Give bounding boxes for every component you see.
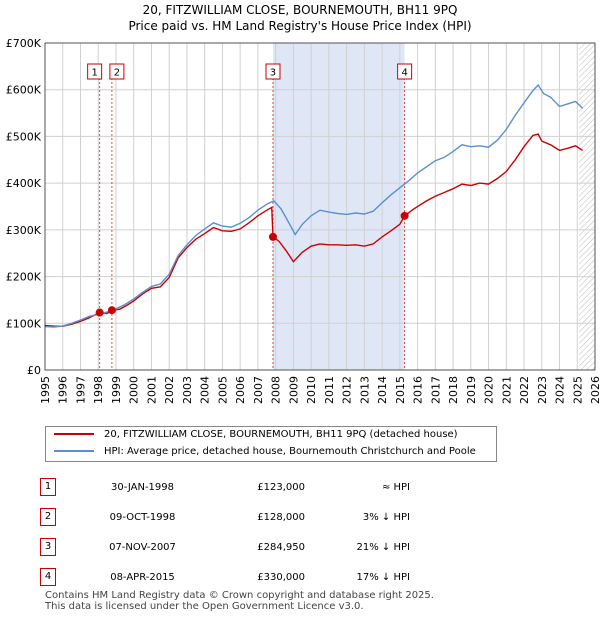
y-tick-label: £200K (6, 271, 42, 284)
sale-number-cell: 4 (40, 562, 80, 592)
sale-number: 2 (40, 508, 56, 526)
sale-price: £128,000 (257, 511, 305, 523)
sale-date: 08-APR-2015 (110, 571, 175, 583)
sale-price: £123,000 (257, 481, 305, 493)
legend: 20, FITZWILLIAM CLOSE, BOURNEMOUTH, BH11… (45, 426, 497, 462)
x-tick-label: 2018 (447, 376, 460, 404)
x-tick-label: 2002 (163, 376, 176, 404)
sale-row: 1 30-JAN-1998 £123,000 ≈ HPI (40, 472, 410, 502)
property-price-line (45, 133, 583, 328)
x-tick-label: 2008 (270, 376, 283, 404)
x-tick-label: 2023 (536, 376, 549, 404)
sales-table: 1 30-JAN-1998 £123,000 ≈ HPI 2 09-OCT-1998 £12… (40, 472, 410, 592)
sale-label-box: 2 (109, 63, 125, 80)
sale-row: 3 07-NOV-2007 £284,950 21% ↓ HPI (40, 532, 410, 562)
sale-number: 4 (40, 568, 56, 586)
chart-title: 20, FITZWILLIAM CLOSE, BOURNEMOUTH, BH11… (142, 3, 458, 17)
sale-label-box: 3 (265, 63, 281, 80)
footer: Contains HM Land Registry data © Crown c… (45, 590, 434, 612)
x-tick-label: 2005 (216, 376, 229, 404)
sale-price: £284,950 (257, 541, 305, 553)
sale-date: 07-NOV-2007 (109, 541, 176, 553)
legend-swatch-hpi (54, 450, 94, 452)
x-tick-label: 2024 (554, 376, 567, 404)
ownership-shading (272, 43, 405, 370)
sale-row: 2 09-OCT-1998 £128,000 3% ↓ HPI (40, 502, 410, 532)
x-tick-label: 2010 (305, 376, 318, 404)
x-tick-label: 2012 (341, 376, 354, 404)
legend-label-property: 20, FITZWILLIAM CLOSE, BOURNEMOUTH, BH11… (104, 429, 458, 440)
x-tick-label: 2001 (145, 376, 158, 404)
x-tick-label: 2017 (429, 376, 442, 404)
legend-item-property: 20, FITZWILLIAM CLOSE, BOURNEMOUTH, BH11… (54, 427, 458, 443)
sale-point (107, 306, 116, 315)
x-tick-label: 1996 (57, 376, 70, 404)
sale-label-box: 1 (87, 63, 103, 80)
legend-swatch-property (54, 433, 94, 435)
sale-number-cell: 1 (40, 472, 80, 502)
x-tick-label: 2014 (376, 376, 389, 404)
y-tick-label: £600K (6, 84, 42, 97)
sale-label-box: 4 (397, 63, 413, 80)
sale-label-text: 4 (401, 68, 407, 79)
y-tick-label: £300K (6, 224, 42, 237)
sale-label-text: 1 (91, 68, 97, 79)
x-tick-label: 2004 (199, 376, 212, 404)
x-tick-label: 2013 (358, 376, 371, 404)
x-tick-label: 2022 (518, 376, 531, 404)
y-tick-label: £100K (6, 317, 42, 330)
hpi-line (45, 83, 584, 328)
x-tick-label: 2011 (323, 376, 336, 404)
footer-licence: This data is licensed under the Open Gov… (45, 601, 364, 612)
x-tick-label: 2007 (252, 376, 265, 404)
sale-point (400, 211, 409, 220)
y-tick-label: £700K (6, 37, 42, 50)
sale-row: 4 08-APR-2015 £330,000 17% ↓ HPI (40, 562, 410, 592)
chart-subtitle: Price paid vs. HM Land Registry's House … (128, 19, 472, 33)
x-tick-label: 1997 (74, 376, 87, 404)
y-tick-label: £400K (6, 177, 42, 190)
x-tick-label: 2026 (589, 376, 600, 404)
sale-number: 1 (40, 478, 56, 496)
x-tick-label: 2000 (128, 376, 141, 404)
legend-label-hpi: HPI: Average price, detached house, Bour… (104, 446, 476, 457)
x-tick-label: 2006 (234, 376, 247, 404)
sale-hpi-diff: ≈ HPI (381, 481, 410, 493)
x-tick-label: 2021 (500, 376, 513, 404)
price-chart: 1 2 3 4 £0 £100K £200K £300K £400K £500K £600K £700… (6, 37, 600, 404)
sale-price: £330,000 (257, 571, 305, 583)
footer-copyright: Contains HM Land Registry data © Crown c… (45, 590, 434, 601)
sale-date: 30-JAN-1998 (110, 481, 175, 493)
sale-number: 3 (40, 538, 56, 556)
sale-label-text: 3 (270, 68, 276, 79)
x-tick-label: 2003 (181, 376, 194, 404)
plot-frame (44, 42, 596, 371)
legend-item-hpi: HPI: Average price, detached house, Bour… (54, 444, 476, 460)
x-tick-label: 1998 (92, 376, 105, 404)
sale-number-cell: 3 (40, 532, 80, 562)
sale-number-cell: 2 (40, 502, 80, 532)
sale-point (268, 232, 277, 241)
sale-hpi-diff: 3% ↓ HPI (362, 511, 410, 523)
sale-date: 09-OCT-1998 (109, 511, 176, 523)
forecast-hatch (579, 43, 595, 370)
x-tick-label: 1995 (39, 376, 52, 404)
x-tick-label: 2015 (394, 376, 407, 404)
x-tick-label: 2025 (571, 376, 584, 404)
x-tick-label: 2020 (483, 376, 496, 404)
sale-label-text: 2 (114, 68, 120, 79)
x-tick-label: 1999 (110, 376, 123, 404)
x-tick-label: 2019 (465, 376, 478, 404)
sale-hpi-diff: 21% ↓ HPI (356, 541, 410, 553)
x-tick-label: 2016 (412, 376, 425, 404)
y-tick-label: £0 (27, 364, 41, 377)
sale-point (95, 308, 104, 317)
y-tick-label: £500K (6, 130, 42, 143)
x-tick-label: 2009 (287, 376, 300, 404)
sale-hpi-diff: 17% ↓ HPI (356, 571, 410, 583)
